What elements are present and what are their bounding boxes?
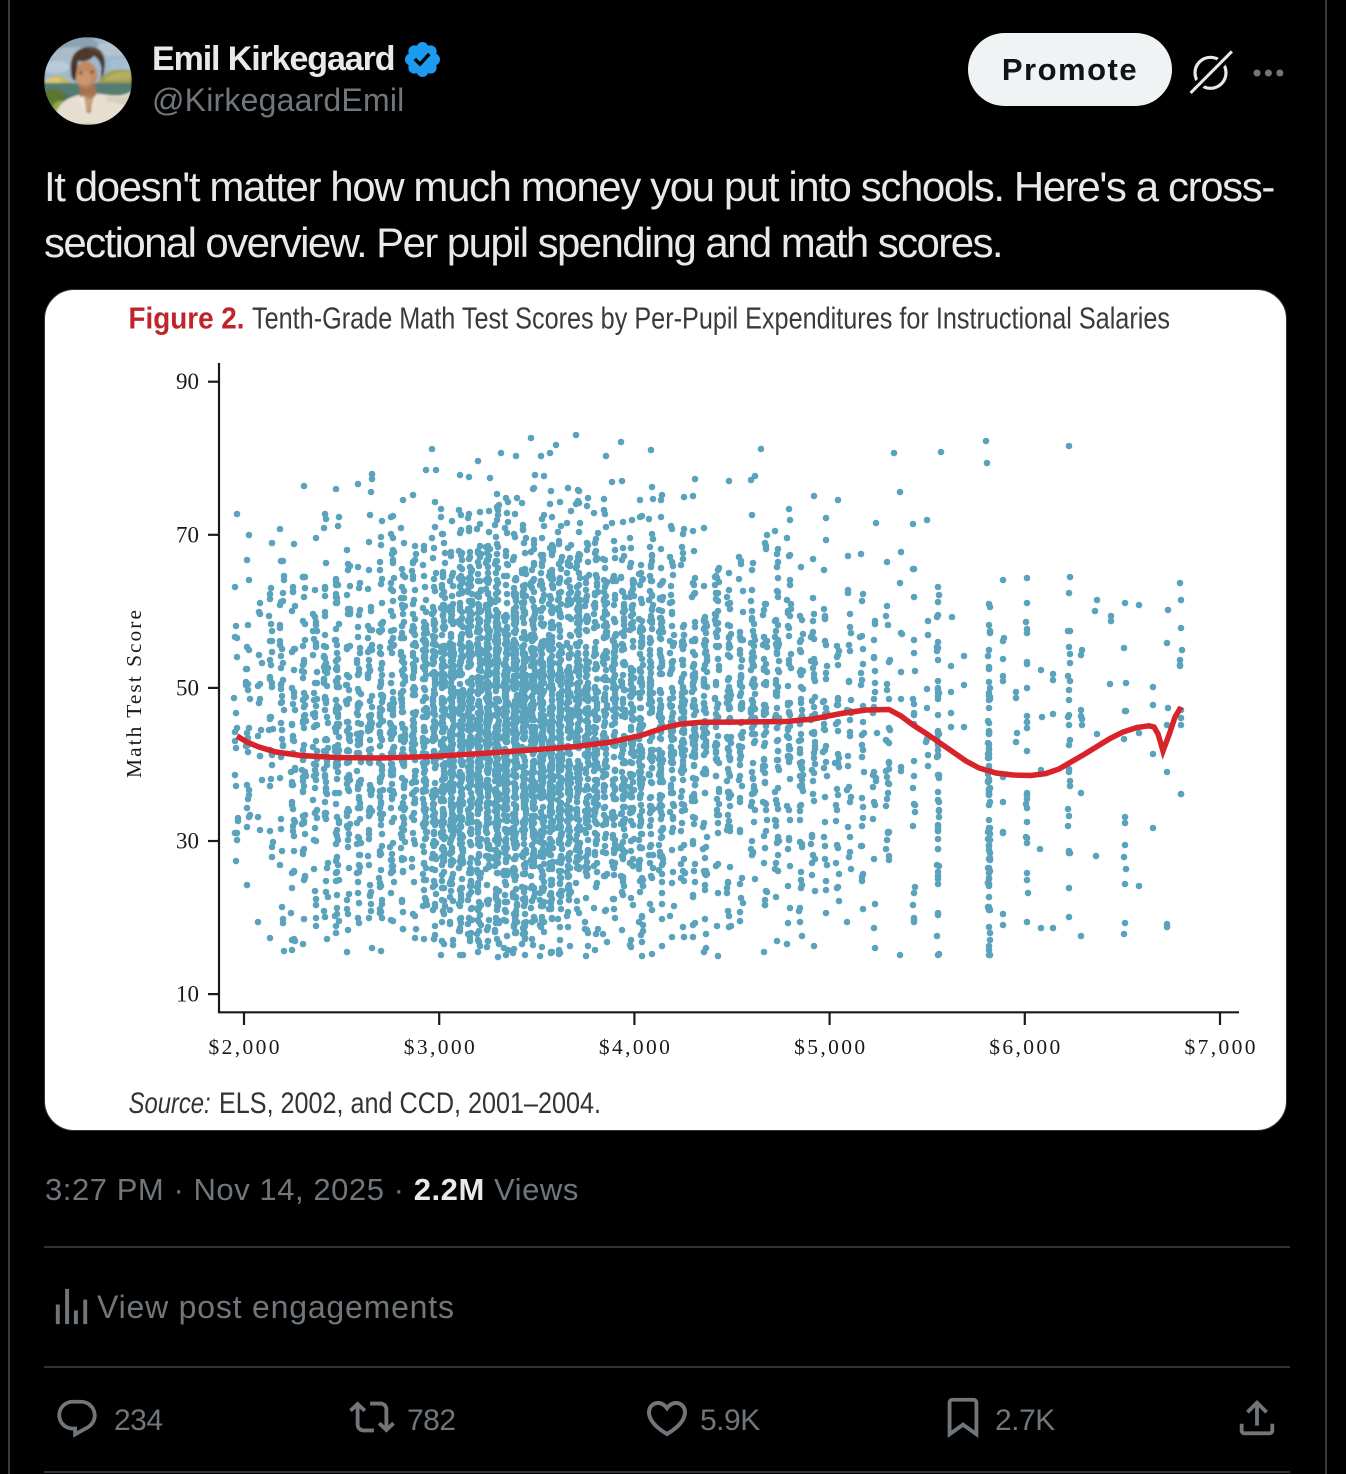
svg-text:Tenth-Grade Math Test Scores b: Tenth-Grade Math Test Scores by Per-Pupi…	[252, 300, 1170, 335]
svg-text:Figure 2.: Figure 2.	[129, 300, 245, 335]
